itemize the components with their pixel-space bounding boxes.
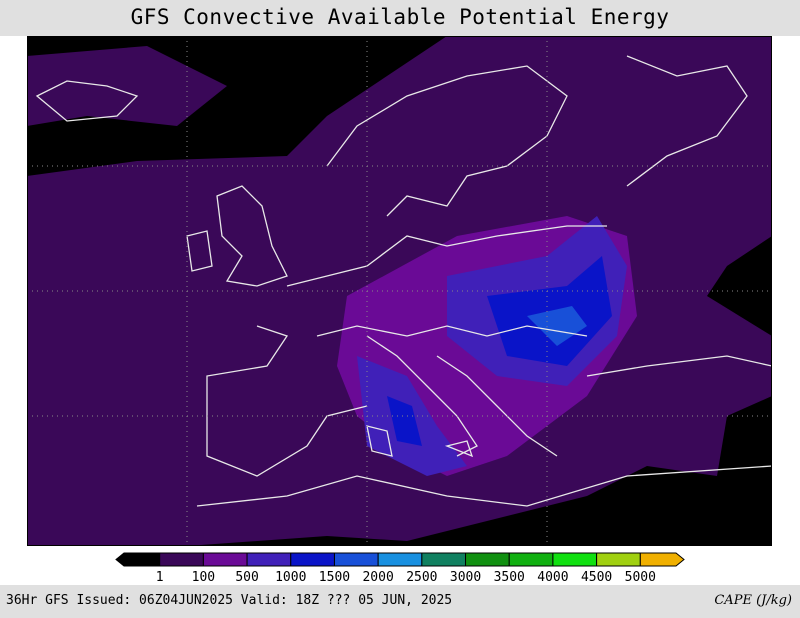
colorbar-segment: [115, 552, 161, 567]
colorbar-segment: [377, 552, 423, 567]
title: GFS Convective Available Potential Energ…: [0, 0, 800, 36]
colorbar-label: 500: [235, 570, 258, 585]
colorbar-segment: [421, 552, 467, 567]
colorbar-segment: [639, 552, 685, 567]
colorbar-label: 100: [192, 570, 215, 585]
colorbar: 1 100 500 1000 1500 2000 2500 3000 3500 4000 4500 5…: [115, 552, 685, 585]
colorbar-segment: [596, 552, 641, 567]
colorbar-segment: [508, 552, 554, 567]
graticule: [27, 36, 772, 546]
colorbar-label: 1: [156, 570, 164, 585]
map-frame: [27, 36, 772, 546]
cape-area: [387, 396, 422, 446]
colorbar-label: 3500: [494, 570, 525, 585]
colorbar-label: 2500: [406, 570, 437, 585]
colorbar-label: 2000: [362, 570, 393, 585]
colorbar-label: 1500: [319, 570, 350, 585]
coastlines: [35, 55, 772, 507]
colorbar-label: 4000: [537, 570, 568, 585]
colorbar-segment: [159, 552, 204, 567]
colorbar-segment: [202, 552, 248, 567]
colorbar-segment: [290, 552, 335, 567]
field-text: CAPE (J/kg): [714, 593, 792, 608]
colorbar-segment: [552, 552, 598, 567]
colorbar-label: 1000: [275, 570, 306, 585]
colorbar-segment: [333, 552, 379, 567]
colorbar-label: 5000: [625, 570, 656, 585]
colorbar-label: 3000: [450, 570, 481, 585]
map: [27, 36, 772, 546]
colorbar-label: 4500: [581, 570, 612, 585]
colorbar-segment: [246, 552, 292, 567]
cape-area: [527, 306, 587, 346]
colorbar-segment: [465, 552, 510, 567]
issued-text: 36Hr GFS Issued: 06Z04JUN2025 Valid: 18Z…: [6, 593, 453, 608]
cape-area: [27, 46, 227, 126]
footer: 36Hr GFS Issued: 06Z04JUN2025 Valid: 18Z…: [0, 585, 800, 618]
